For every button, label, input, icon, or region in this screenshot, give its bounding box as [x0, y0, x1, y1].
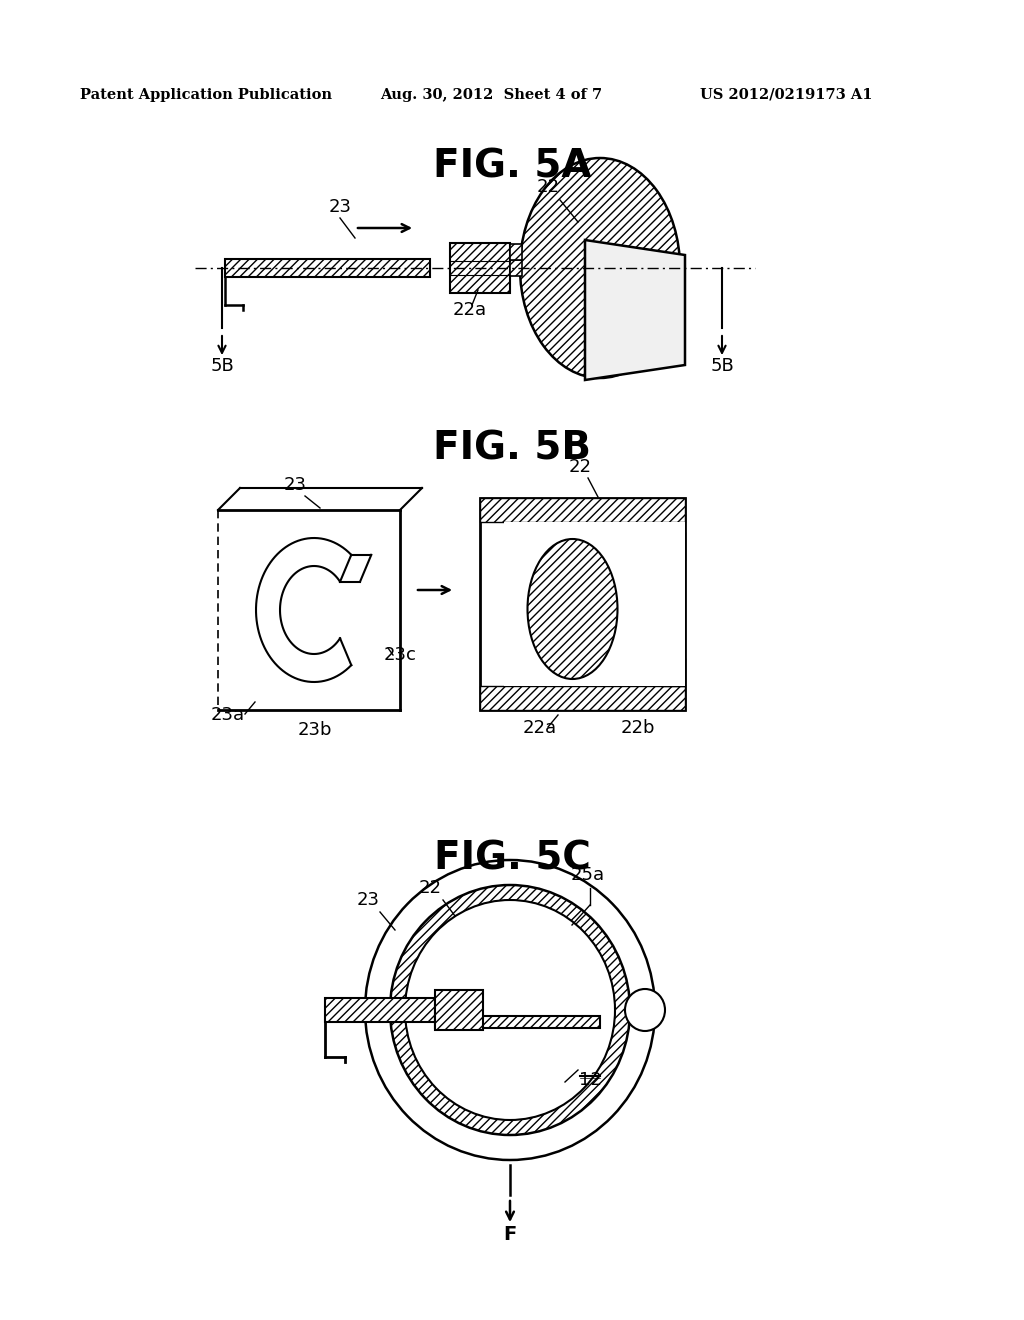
Bar — [662, 532, 685, 560]
Text: 22a: 22a — [523, 719, 557, 737]
Text: 23: 23 — [284, 477, 306, 494]
Bar — [225, 259, 430, 277]
Bar — [480, 498, 685, 710]
Text: FIG. 5C: FIG. 5C — [433, 840, 591, 878]
Text: 12: 12 — [579, 1071, 601, 1089]
Bar — [450, 243, 510, 293]
Bar — [480, 686, 685, 710]
Bar — [480, 498, 685, 521]
Text: 22: 22 — [537, 178, 559, 195]
Bar — [325, 998, 435, 1022]
Ellipse shape — [520, 158, 680, 378]
Text: Aug. 30, 2012  Sheet 4 of 7: Aug. 30, 2012 Sheet 4 of 7 — [380, 88, 602, 102]
Bar — [435, 990, 483, 1030]
Text: 23c: 23c — [384, 645, 417, 664]
Ellipse shape — [527, 539, 617, 678]
Text: 23b: 23b — [298, 721, 332, 739]
Text: 22: 22 — [568, 458, 592, 477]
Text: 22b: 22b — [621, 719, 655, 737]
Ellipse shape — [625, 989, 665, 1031]
Ellipse shape — [365, 861, 655, 1160]
Text: Patent Application Publication: Patent Application Publication — [80, 88, 332, 102]
Ellipse shape — [406, 900, 615, 1119]
Text: 22: 22 — [419, 879, 441, 898]
Text: FIG. 5A: FIG. 5A — [433, 148, 591, 186]
Text: 25a: 25a — [571, 866, 605, 884]
Text: 23: 23 — [329, 198, 351, 216]
Text: 23a: 23a — [211, 706, 245, 723]
Bar — [662, 657, 685, 686]
Bar — [435, 1016, 600, 1028]
Text: 23: 23 — [356, 891, 380, 909]
Ellipse shape — [390, 884, 630, 1135]
Text: F: F — [504, 1225, 517, 1243]
Bar — [510, 244, 522, 260]
Polygon shape — [585, 240, 685, 380]
Text: 5B: 5B — [710, 356, 734, 375]
Text: 22a: 22a — [453, 301, 487, 319]
Bar — [504, 521, 685, 686]
Text: FIG. 5B: FIG. 5B — [433, 430, 591, 469]
Bar — [510, 260, 522, 276]
Text: 5B: 5B — [210, 356, 233, 375]
Text: US 2012/0219173 A1: US 2012/0219173 A1 — [700, 88, 872, 102]
